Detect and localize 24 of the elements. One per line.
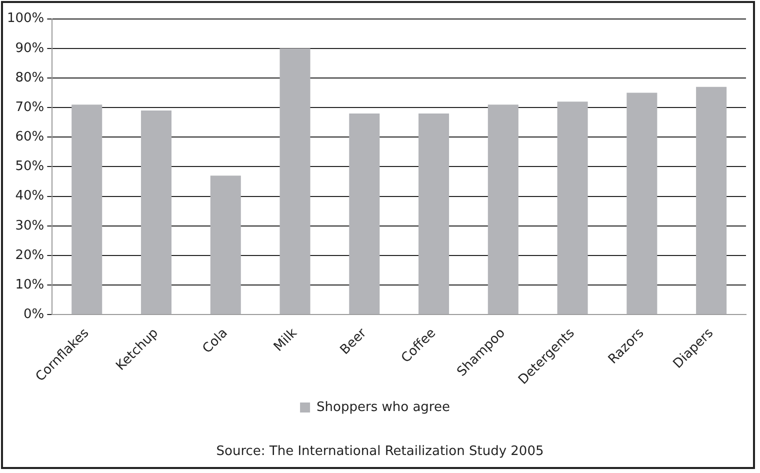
bar	[280, 48, 310, 314]
y-tick-label: 70%	[15, 100, 44, 115]
y-tick-label: 10%	[15, 277, 44, 292]
x-tick-label: Cola	[200, 326, 231, 357]
y-tick-label: 0%	[24, 307, 44, 322]
source-note: Source: The International Retailization Study 2005	[215, 444, 545, 459]
bar	[488, 104, 518, 314]
bar	[696, 86, 727, 314]
y-tick-label: 100%	[6, 11, 44, 26]
y-tick-label: 80%	[15, 70, 44, 86]
bar	[557, 102, 588, 314]
bar	[72, 104, 102, 314]
y-tick-label: 90%	[15, 40, 44, 56]
y-tick-label: 60%	[15, 130, 44, 145]
bar	[349, 113, 380, 314]
y-tick-label: 40%	[15, 188, 44, 204]
y-tick-label: 30%	[15, 218, 44, 234]
bar	[626, 92, 658, 314]
legend-label: Shoppers who agree	[316, 400, 450, 415]
bar	[418, 113, 450, 314]
bar	[140, 110, 172, 314]
y-tick-label: 50%	[15, 159, 44, 174]
y-tick-label: 20%	[15, 248, 44, 263]
bar	[210, 176, 241, 314]
